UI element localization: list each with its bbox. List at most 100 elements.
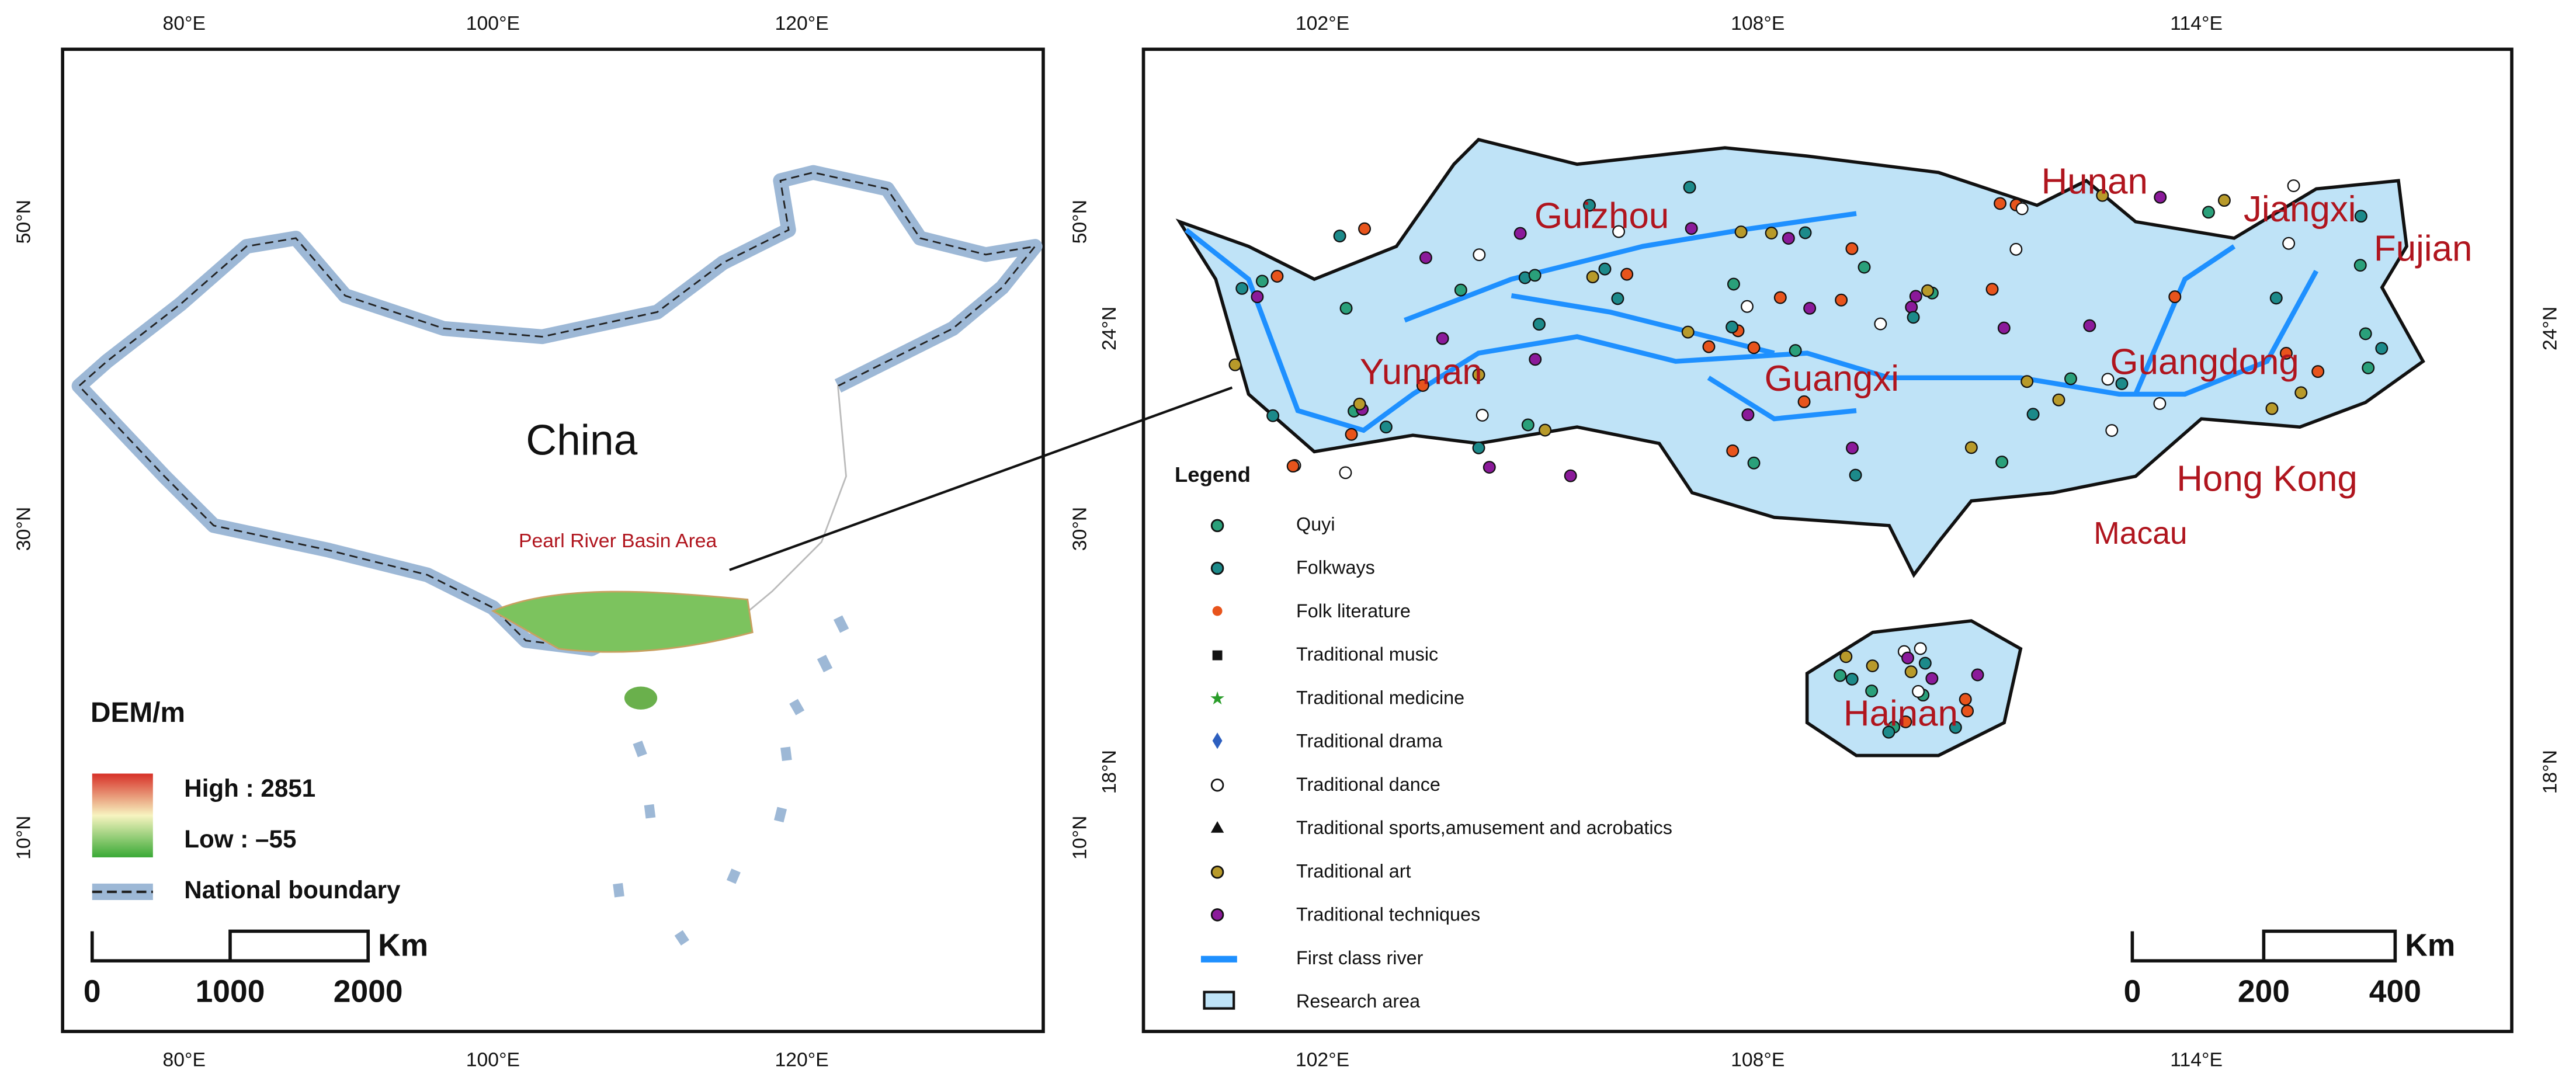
lat-label: 50°N	[1069, 200, 1091, 244]
heritage-marker	[2353, 259, 2367, 272]
legend-text: Traditional art	[1296, 860, 1411, 881]
heritage-marker	[1914, 642, 1927, 655]
legend-title: DEM/m	[91, 697, 185, 728]
lon-label: 100°E	[466, 12, 520, 34]
heritage-marker	[1726, 444, 1740, 457]
heritage-marker	[1681, 325, 1695, 339]
heritage-marker	[2362, 361, 2375, 374]
heritage-marker	[1959, 693, 1972, 706]
heritage-marker	[2375, 342, 2388, 355]
heritage-marker	[2265, 402, 2279, 415]
heritage-marker	[1921, 284, 1935, 297]
heritage-marker	[1345, 428, 1358, 441]
heritage-marker	[1858, 260, 1871, 274]
heritage-marker	[2064, 372, 2077, 385]
heritage-marker	[1333, 230, 1346, 243]
heritage-marker	[1964, 441, 1978, 454]
legend-text: Folkways	[1296, 557, 1375, 578]
heritage-marker	[1255, 275, 1269, 288]
heritage-marker	[2015, 202, 2029, 216]
lat-label: 30°N	[12, 507, 34, 551]
heritage-marker	[1909, 290, 1922, 303]
heritage-marker	[1416, 379, 1429, 392]
lat-label: 18°N	[1098, 750, 1120, 794]
heritage-marker	[2279, 346, 2293, 360]
heritage-marker	[1612, 225, 1626, 238]
heritage-marker	[1529, 353, 1542, 366]
heritage-marker	[1339, 301, 1353, 315]
heritage-marker	[1994, 197, 2007, 210]
lat-label: 30°N	[1069, 507, 1091, 551]
heritage-marker	[1583, 199, 1596, 212]
heritage-marker	[1985, 283, 1999, 296]
region-label: Macau	[2094, 516, 2187, 551]
heritage-marker	[2101, 373, 2115, 386]
heritage-marker	[1379, 421, 1393, 434]
heritage-marker	[2282, 237, 2296, 250]
heritage-marker	[1904, 665, 1918, 679]
legend-text: National boundary	[184, 876, 401, 904]
lat-label: 24°N	[1098, 307, 1120, 350]
scale-label: 2000	[334, 974, 403, 1009]
region-label: Fujian	[2374, 229, 2472, 269]
heritage-marker	[1727, 277, 1740, 291]
heritage-marker	[2269, 291, 2283, 305]
national-boundary	[78, 171, 1037, 650]
region-label: Jiangxi	[2244, 189, 2356, 230]
region-label: Hunan	[2042, 161, 2148, 201]
heritage-marker	[1905, 300, 1918, 314]
legend-text: Traditional techniques	[1296, 904, 1480, 925]
lat-label: 10°N	[12, 815, 34, 859]
heritage-marker	[1286, 460, 1300, 473]
heritage-marker	[1539, 423, 1552, 437]
legend-text: Quyi	[1296, 513, 1335, 534]
heritage-marker	[1235, 282, 1249, 295]
heritage-marker	[1803, 301, 1817, 315]
heritage-marker	[1925, 672, 1939, 685]
heritage-marker	[2105, 424, 2119, 437]
lon-label: 120°E	[775, 1049, 828, 1071]
country-label: China	[526, 417, 637, 464]
heritage-points	[1228, 179, 2388, 739]
heritage-marker	[1266, 409, 1280, 422]
heritage-marker	[1454, 283, 1467, 297]
heritage-marker	[1620, 267, 1634, 281]
heritage-marker	[1472, 441, 1485, 454]
legend-text: Traditional medicine	[1296, 687, 1464, 708]
labels: 80°E 80°E 100°E 100°E 120°E 120°E 50°N 50°N 30°N…	[12, 12, 2561, 1071]
heritage-marker	[2354, 210, 2367, 223]
region-label: Guizhou	[1535, 196, 1669, 236]
heritage-marker	[1251, 290, 1264, 304]
heritage-marker	[2154, 190, 2167, 204]
heritage-marker	[1765, 227, 1778, 240]
heritage-marker	[2359, 327, 2372, 341]
lon-label: 80°E	[162, 12, 206, 34]
legend-text: Traditional sports,amusement and acrobat…	[1296, 817, 1672, 838]
heritage-marker	[1513, 227, 1527, 240]
heritage-marker	[2287, 179, 2300, 193]
heritage-marker	[1270, 270, 1284, 283]
heritage-marker	[1797, 395, 1811, 408]
lon-label: 100°E	[466, 1049, 520, 1071]
heritage-marker	[1339, 466, 1352, 480]
heritage-marker	[1845, 442, 1859, 455]
legend-text: First class river	[1296, 947, 1424, 968]
rivers	[1185, 211, 2319, 433]
heritage-marker	[1971, 668, 1984, 682]
heritage-marker	[1901, 651, 1914, 665]
lon-label: 114°E	[2170, 1049, 2223, 1071]
lon-label: 80°E	[162, 1049, 206, 1071]
heritage-marker	[1907, 311, 1920, 324]
heritage-marker	[2083, 319, 2096, 332]
heritage-marker	[1799, 226, 1812, 239]
heritage-marker	[1849, 468, 1862, 482]
heritage-marker	[1995, 456, 2009, 469]
heritage-marker	[2052, 393, 2065, 406]
heritage-marker	[1882, 725, 1895, 739]
hainan-dem	[624, 686, 658, 710]
heritage-marker	[1741, 300, 1754, 313]
lon-label: 120°E	[775, 12, 828, 34]
heritage-marker	[1472, 368, 1485, 381]
heritage-marker	[2153, 397, 2167, 410]
